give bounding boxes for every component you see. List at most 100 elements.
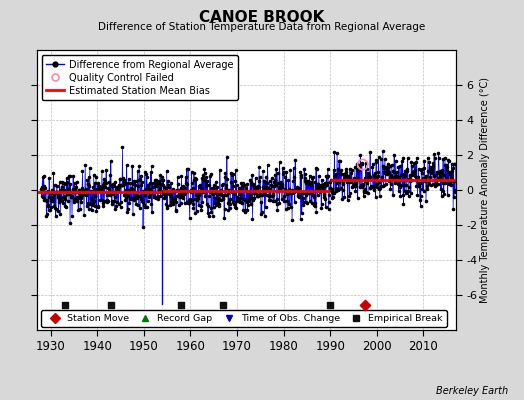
Point (146, 186, 154, 192)
Point (112, 202, 121, 209)
Point (429, 160, 438, 166)
Point (74, 206, 82, 213)
Point (180, 199, 189, 206)
Point (391, 158, 400, 164)
Point (366, 174, 374, 180)
Point (114, 201, 123, 208)
Point (165, 184, 173, 190)
Point (210, 185, 219, 192)
Point (137, 182, 146, 189)
Point (198, 198, 206, 205)
Point (253, 192, 261, 199)
Point (153, 178, 161, 184)
Point (54, 194, 62, 200)
Point (66, 181, 74, 187)
Point (56, 178, 64, 185)
Point (88, 188, 96, 195)
Point (309, 191, 317, 198)
Point (412, 159, 420, 165)
Point (221, 206, 229, 212)
Point (259, 168, 267, 175)
Point (407, 190, 415, 196)
Point (160, 188, 169, 194)
Point (389, 192, 397, 198)
Point (302, 180, 311, 186)
Point (236, 198, 245, 205)
Point (269, 198, 277, 204)
Point (343, 173, 351, 179)
Point (379, 183, 387, 189)
Point (295, 194, 303, 200)
Point (408, 172, 417, 178)
Point (97, 186, 105, 192)
Point (365, 172, 374, 178)
Point (59, 200, 67, 206)
Point (381, 180, 390, 187)
Point (189, 205, 198, 212)
Point (338, 196, 346, 202)
Point (316, 186, 324, 192)
Point (106, 172, 114, 178)
Point (384, 164, 392, 171)
Point (75, 192, 84, 199)
Point (256, 191, 264, 198)
Point (322, 180, 331, 186)
Point (318, 176, 326, 183)
Point (259, 184, 268, 190)
Point (255, 178, 264, 184)
Point (244, 202, 253, 208)
Point (178, 186, 187, 192)
Point (447, 174, 455, 180)
Point (330, 149, 339, 155)
Point (62, 204, 70, 210)
Point (309, 188, 317, 194)
Point (242, 188, 250, 194)
Point (268, 175, 276, 182)
Point (446, 171, 454, 177)
Point (136, 193, 145, 199)
Point (279, 168, 288, 175)
Point (375, 186, 384, 192)
Point (117, 182, 125, 189)
Point (163, 205, 172, 212)
Point (148, 209, 156, 216)
Point (441, 162, 449, 169)
Point (376, 177, 385, 184)
Point (160, 195, 169, 201)
Point (134, 167, 142, 174)
Point (231, 178, 239, 184)
Point (136, 205, 144, 211)
Point (443, 166, 452, 173)
Point (392, 173, 401, 179)
Point (192, 208, 201, 214)
Point (349, 183, 357, 189)
Point (281, 186, 289, 192)
Point (347, 178, 356, 184)
Point (39, 194, 48, 200)
Point (266, 197, 274, 203)
Point (263, 180, 271, 186)
Point (106, 158, 115, 164)
Point (260, 178, 268, 184)
Point (267, 183, 276, 190)
Point (414, 183, 422, 189)
Point (49, 170, 58, 176)
Point (264, 161, 272, 168)
Point (410, 173, 419, 180)
Point (85, 205, 93, 212)
Point (326, 302, 334, 308)
Point (341, 171, 350, 178)
Point (333, 180, 342, 186)
Point (430, 182, 439, 189)
Point (443, 192, 452, 198)
Point (99, 202, 107, 209)
Point (226, 170, 235, 176)
Point (130, 189, 139, 195)
Point (283, 191, 291, 198)
Point (313, 186, 322, 193)
Point (274, 187, 282, 194)
Point (374, 173, 382, 179)
Point (235, 185, 244, 192)
Point (91, 180, 99, 186)
Point (336, 170, 344, 177)
